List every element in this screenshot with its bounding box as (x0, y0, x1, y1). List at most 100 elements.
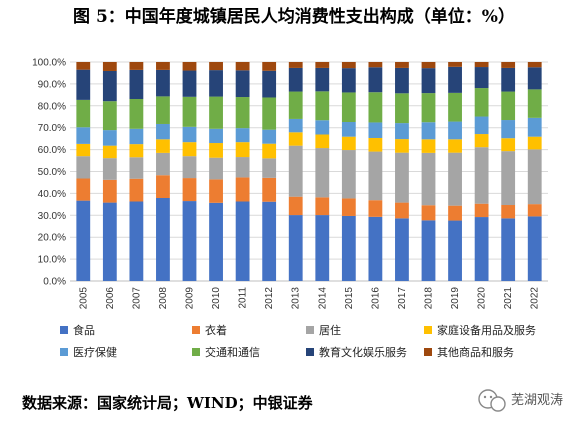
bar-segment (368, 62, 383, 68)
bar-segment (76, 62, 91, 70)
bar-segment (156, 152, 170, 176)
bar-segment (395, 123, 409, 140)
bar-segment (102, 130, 117, 146)
bar-segment (395, 62, 409, 68)
bar-segment (209, 157, 223, 180)
bar-segment (209, 70, 223, 97)
bar-segment (182, 62, 197, 71)
bar-segment (501, 62, 516, 68)
bar-segment (288, 196, 303, 216)
bar-segment (368, 200, 383, 217)
bar-segment (262, 62, 277, 71)
legend-item: 教育文化娱乐服务 (306, 345, 407, 359)
bar-segment (527, 67, 542, 90)
bar-segment (288, 145, 303, 197)
bar-segment (102, 101, 117, 131)
bar-segment (182, 156, 197, 179)
bar-segment (395, 218, 409, 281)
bar-segment (209, 128, 223, 144)
legend-item: 医疗保健 (60, 345, 117, 359)
bar-segment (527, 89, 542, 118)
bar-segment (288, 132, 303, 146)
wechat-icon (478, 389, 506, 412)
bar-segment (395, 93, 409, 124)
y-tick-label: 70.0% (38, 123, 66, 134)
chart-title: 图 5：中国年度城镇居民人均消费性支出构成（单位：%） (73, 6, 515, 27)
bar-segment (235, 142, 250, 158)
bar-segment (448, 220, 462, 281)
bar-segment (315, 62, 330, 68)
bar-segment (76, 143, 91, 157)
legend-label: 居住 (319, 323, 341, 337)
y-tick-label: 30.0% (38, 211, 66, 222)
x-tick-label: 2008 (158, 287, 169, 310)
bar-segment (341, 68, 356, 93)
y-tick-label: 100.0% (32, 58, 66, 69)
bar-segment (448, 139, 462, 153)
bar-segment (341, 92, 356, 123)
bar-segment (156, 175, 170, 198)
x-tick-label: 2014 (317, 287, 328, 310)
bar-segment (102, 179, 117, 203)
bar-segment (315, 215, 330, 281)
grid-lines (70, 61, 548, 282)
bar-segment (315, 91, 330, 121)
bar-segment (182, 142, 197, 157)
bar-segment (501, 218, 516, 281)
bar-segment (182, 201, 197, 281)
legend-swatch (60, 348, 68, 356)
bar-segment (182, 126, 197, 143)
bar-segment (129, 128, 144, 145)
x-tick-label: 2022 (530, 287, 541, 310)
bar-segment (421, 68, 436, 94)
bar-segment (421, 93, 436, 123)
bar-segment (368, 92, 383, 123)
bar-segment (448, 62, 462, 67)
legend-label: 其他商品和服务 (437, 345, 514, 359)
bar-segment (262, 129, 277, 144)
source-text: 数据来源：国家统计局；WIND；中银证券 (22, 394, 314, 412)
bar-segment (129, 178, 144, 202)
legend-item: 家庭设备用品及服务 (424, 323, 536, 337)
bar-segment (395, 139, 409, 153)
legend-swatch (192, 348, 200, 356)
x-tick-label: 2011 (238, 287, 249, 309)
bar-segment (448, 205, 462, 221)
bar-segment (262, 201, 277, 281)
bar-segment (102, 62, 117, 71)
bar-segment (527, 62, 542, 68)
x-tick-label: 2021 (503, 287, 514, 310)
bar-segment (501, 151, 516, 206)
x-tick-label: 2018 (424, 287, 435, 310)
bar-segment (341, 215, 356, 281)
bar-segment (76, 69, 91, 100)
bar-segment (288, 62, 303, 68)
bar-segment (527, 216, 542, 281)
bar-segment (474, 147, 489, 204)
x-axis-ticks: 2005 2006 2007 2008 2009 2010 2011 2012 2013 2014… (78, 287, 540, 310)
bar-segment (262, 143, 277, 159)
bar-segment (368, 122, 383, 138)
legend-swatch (60, 326, 68, 334)
x-tick-label: 2012 (264, 287, 275, 310)
x-tick-label: 2010 (211, 287, 222, 310)
bar-segment (209, 202, 223, 281)
bar-segment (448, 121, 462, 140)
bar-segment (395, 202, 409, 219)
bar-segment (209, 62, 223, 71)
bar-segment (421, 122, 436, 140)
x-tick-label: 2017 (397, 287, 408, 310)
bar-segment (262, 70, 277, 98)
bar-segment (76, 99, 91, 128)
y-tick-label: 10.0% (38, 255, 66, 266)
x-tick-label: 2007 (131, 287, 142, 310)
bar-segment (501, 205, 516, 219)
bar-segment (235, 201, 250, 281)
bar-segment (76, 156, 91, 179)
bar-segment (209, 179, 223, 203)
x-tick-label: 2020 (477, 287, 488, 310)
y-tick-label: 90.0% (38, 79, 66, 90)
bar-segment (288, 67, 303, 92)
bar-segment (129, 201, 144, 281)
